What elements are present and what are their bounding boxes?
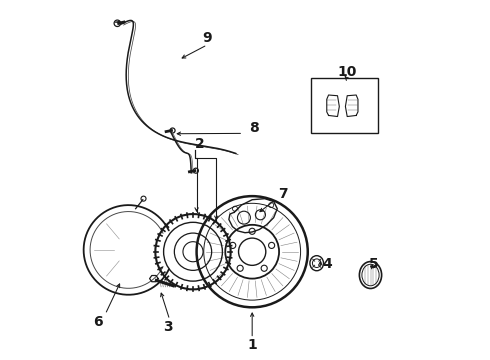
Text: 7: 7 [278, 187, 288, 201]
Text: 9: 9 [202, 31, 212, 45]
Text: 5: 5 [369, 257, 379, 271]
Text: 8: 8 [249, 121, 259, 135]
Text: 10: 10 [338, 66, 357, 80]
Bar [311, 78, 378, 134]
Text: 3: 3 [163, 320, 172, 334]
Text: 1: 1 [247, 338, 257, 352]
Text: 2: 2 [196, 137, 205, 151]
Text: 6: 6 [93, 315, 103, 329]
Text: 4: 4 [322, 257, 332, 271]
